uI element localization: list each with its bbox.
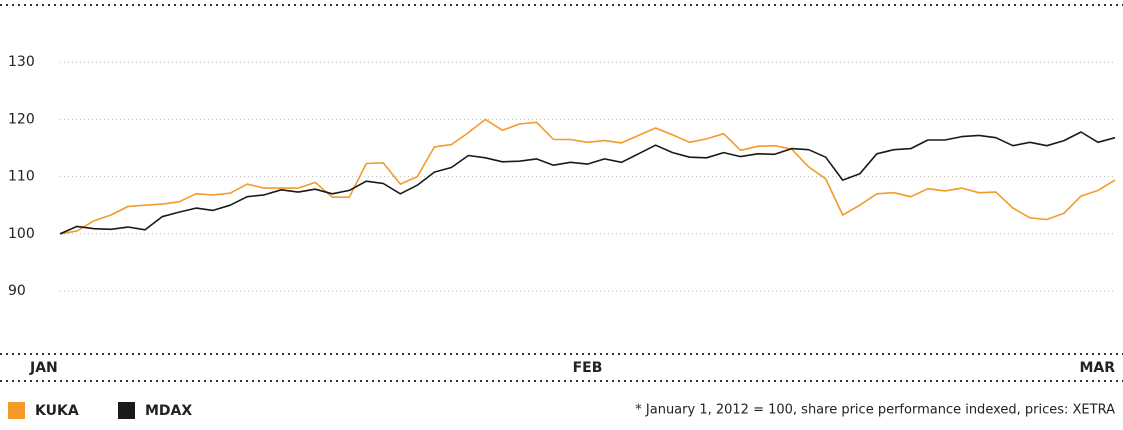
y-tick-label: 110 <box>8 169 35 185</box>
legend-swatch <box>118 402 135 419</box>
y-tick-label: 100 <box>8 226 35 242</box>
legend-swatch <box>8 402 25 419</box>
footnote: * January 1, 2012 = 100, share price per… <box>635 403 1115 418</box>
legend-label: MDAX <box>145 403 192 419</box>
y-tick-label: 120 <box>8 111 35 127</box>
y-tick-label: 130 <box>8 54 35 70</box>
line-series <box>59 131 1116 235</box>
x-tick-label: MAR <box>1079 360 1115 376</box>
legend-label: KUKA <box>35 403 79 419</box>
x-tick-label: JAN <box>29 360 58 376</box>
y-tick-label: 90 <box>8 283 26 299</box>
x-tick-label: FEB <box>573 360 603 376</box>
line-series <box>59 118 1116 235</box>
